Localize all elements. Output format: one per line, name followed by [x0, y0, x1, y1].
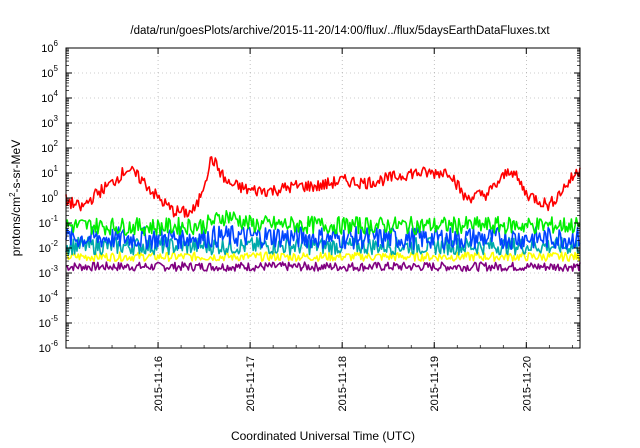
y-tick-base: 10 — [41, 43, 53, 55]
y-tick-base: 10 — [41, 168, 53, 180]
grid-lines — [66, 47, 580, 349]
y-tick-exponent: -5 — [51, 314, 59, 323]
y-tick-base: 10 — [39, 243, 51, 255]
x-tick-label: 2015-11-18 — [337, 356, 349, 411]
y-tick-label: 10-1 — [39, 214, 59, 230]
y-tick-label: 106 — [41, 39, 58, 55]
y-tick-exponent: 4 — [54, 89, 59, 98]
x-tick-label: 2015-11-17 — [245, 356, 257, 411]
y-tick-base: 10 — [39, 343, 51, 355]
y-tick-label: 101 — [41, 164, 58, 180]
x-tick-label: 2015-11-19 — [429, 356, 441, 411]
series-line — [65, 251, 581, 263]
chart-title: /data/run/goesPlots/archive/2015-11-20/1… — [130, 25, 550, 37]
y-tick-exponent: 0 — [54, 189, 59, 198]
y-tick-label: 10-6 — [39, 339, 59, 355]
y-tick-label: 10-5 — [39, 314, 59, 330]
x-axis-label: Coordinated Universal Time (UTC) — [231, 429, 415, 443]
y-tick-base: 10 — [41, 93, 53, 105]
y-tick-label: 10-4 — [39, 289, 59, 305]
y-tick-label: 103 — [41, 114, 58, 130]
y-tick-exponent: 1 — [54, 164, 59, 173]
y-tick-exponent: -6 — [51, 339, 59, 348]
y-tick-label: 10-3 — [39, 264, 59, 280]
y-tick-base: 10 — [41, 68, 53, 80]
y-tick-exponent: -4 — [51, 289, 59, 298]
series-line — [65, 236, 581, 256]
series-lines — [65, 156, 581, 272]
y-tick-label: 102 — [41, 139, 58, 155]
y-axis-label-exponent: 2 — [8, 192, 17, 197]
y-axis-label: protons/cm2-s-sr-MeV — [8, 140, 23, 256]
y-tick-base: 10 — [39, 268, 51, 280]
y-tick-label: 100 — [41, 189, 58, 205]
y-tick-base: 10 — [39, 218, 51, 230]
y-axis-ticks: 10-610-510-410-310-210-11001011021031041… — [39, 39, 580, 355]
x-axis-ticks: 2015-11-16 2015-11-17 2015-11-18 2015-11-19… — [65, 48, 573, 411]
y-axis-label-suffix: -s-sr-MeV — [9, 140, 23, 193]
y-tick-exponent: 3 — [54, 114, 59, 123]
y-tick-exponent: 5 — [54, 64, 59, 73]
y-tick-exponent: -3 — [51, 264, 59, 273]
y-tick-base: 10 — [41, 143, 53, 155]
y-tick-exponent: 6 — [54, 39, 59, 48]
y-axis-label-unit: protons/cm — [9, 197, 23, 256]
series-line — [65, 210, 581, 237]
y-tick-exponent: 2 — [54, 139, 59, 148]
x-tick-label: 2015-11-16 — [153, 356, 165, 411]
y-tick-label: 105 — [41, 64, 58, 80]
y-tick-exponent: -1 — [51, 214, 59, 223]
series-line — [65, 156, 581, 218]
y-tick-base: 10 — [39, 293, 51, 305]
x-tick-label: 2015-11-20 — [521, 356, 533, 411]
y-tick-base: 10 — [41, 193, 53, 205]
y-tick-exponent: -2 — [51, 239, 59, 248]
y-tick-label: 104 — [41, 89, 58, 105]
y-tick-base: 10 — [41, 118, 53, 130]
y-tick-base: 10 — [39, 318, 51, 330]
y-tick-label: 10-2 — [39, 239, 59, 255]
series-line — [65, 261, 581, 272]
